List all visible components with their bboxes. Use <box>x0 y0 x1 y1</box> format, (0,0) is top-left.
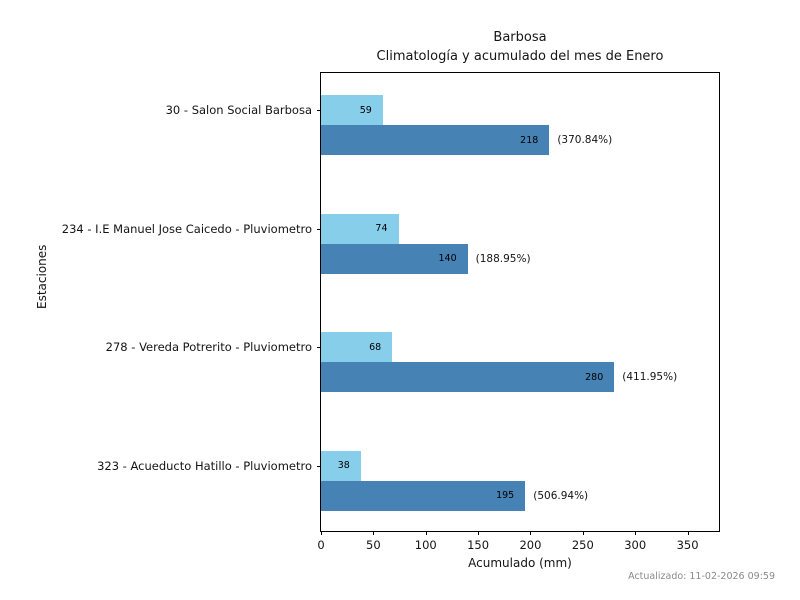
x-tick-mark <box>373 531 375 535</box>
category-label: 234 - I.E Manuel Jose Caicedo - Pluviome… <box>61 221 312 236</box>
y-axis-label: Estaciones <box>35 244 50 309</box>
x-tick-label: 100 <box>414 538 437 552</box>
updated-timestamp: Actualizado: 11-02-2026 09:59 <box>628 571 775 582</box>
bar-percent-label: (506.94%) <box>533 489 589 502</box>
x-tick-mark <box>478 531 480 535</box>
bar-climatologia: 38 <box>321 450 361 481</box>
x-tick-mark <box>687 531 689 535</box>
category-label: 323 - Acueducto Hatillo - Pluviometro <box>97 458 312 473</box>
bar-percent-label: (188.95%) <box>475 252 531 265</box>
bar-acumulado: 280 (411.95%) <box>321 362 677 392</box>
bar-climatologia: 59 <box>321 95 383 125</box>
chart-title-line2: Climatología y acumulado del mes de Ener… <box>376 49 664 64</box>
chart-title-line1: Barbosa <box>493 30 547 45</box>
bar-value-label: 280 <box>585 371 604 383</box>
category-label: 30 - Salon Social Barbosa <box>165 103 312 117</box>
x-tick-mark <box>582 531 584 535</box>
x-tick-mark <box>425 531 427 535</box>
plot-area: 30 - Salon Social Barbosa 59 218 (370.84%) 2… <box>62 72 720 552</box>
chart-title: Barbosa Climatología y acumulado del mes… <box>320 28 720 66</box>
x-tick-label: 200 <box>519 538 542 552</box>
bar-value-label: 218 <box>520 134 539 146</box>
x-axis-label: Acumulado (mm) <box>468 556 572 570</box>
x-tick-label: 250 <box>571 538 594 552</box>
y-tick-mark <box>317 465 321 467</box>
bar-value-label: 38 <box>337 460 350 471</box>
bar-value-label: 59 <box>359 104 372 116</box>
bar-value-label: 195 <box>496 490 515 501</box>
bar-climatologia: 74 <box>321 213 399 244</box>
x-tick-label: 300 <box>624 538 647 552</box>
y-tick-mark <box>317 110 321 111</box>
x-tick-label: 50 <box>366 538 381 552</box>
bar-acumulado: 140 (188.95%) <box>321 243 531 274</box>
bar-climatologia: 68 <box>321 332 393 362</box>
x-tick-label: 350 <box>676 538 699 552</box>
x-tick-label: 150 <box>467 538 490 552</box>
y-tick-mark <box>317 228 321 230</box>
bar-percent-label: (411.95%) <box>622 371 678 383</box>
x-tick-mark <box>530 531 532 535</box>
bar-value-label: 140 <box>438 253 457 264</box>
category-label: 278 - Vereda Potrerito - Pluviometro <box>105 340 312 354</box>
bar-value-label: 74 <box>375 223 388 234</box>
bar-acumulado: 218 (370.84%) <box>321 125 612 155</box>
x-tick-mark <box>321 531 322 535</box>
bar-percent-label: (370.84%) <box>557 134 613 146</box>
x-tick-label: 0 <box>317 538 325 552</box>
bar-value-label: 68 <box>369 341 382 353</box>
bar-acumulado: 195 (506.94%) <box>321 480 588 511</box>
x-tick-mark <box>635 531 637 535</box>
y-tick-mark <box>317 347 321 348</box>
